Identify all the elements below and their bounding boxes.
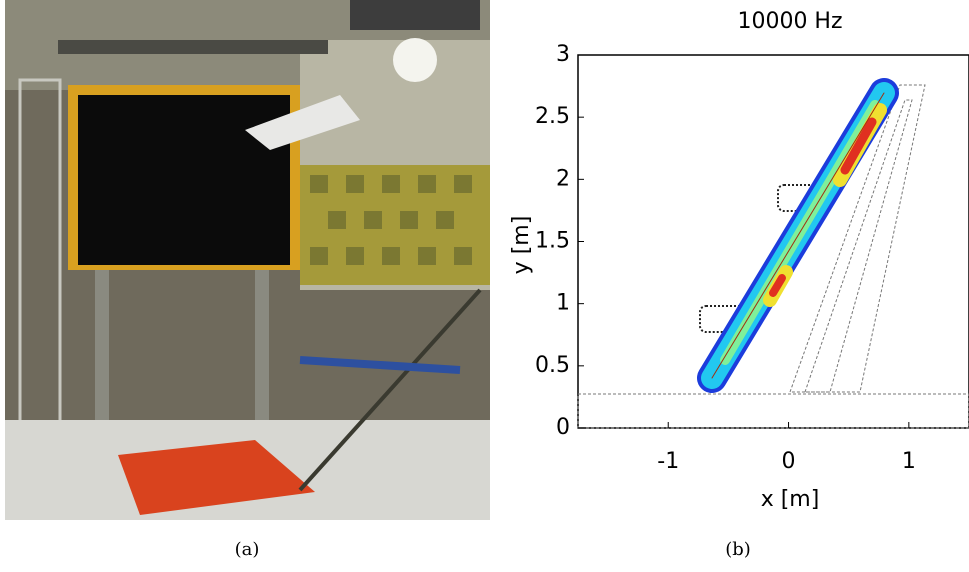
x-axis-label: x [m] [761, 487, 820, 512]
y-tick-label: 2 [556, 166, 570, 191]
chart-title: 10000 Hz [737, 9, 842, 34]
y-tick-label: 3 [556, 42, 570, 67]
y-tick-label: 1.5 [535, 229, 570, 254]
y-tick-label: 1 [556, 291, 570, 316]
x-tick-label: 0 [782, 449, 796, 474]
caption: (a) [235, 539, 260, 560]
y-axis-label: y [m] [509, 216, 534, 275]
y-tick-label: 2.5 [535, 104, 570, 129]
plot-area [578, 55, 969, 428]
caption: (b) [725, 539, 751, 560]
photo [5, 0, 490, 520]
x-tick-label: 1 [902, 449, 916, 474]
page: (a) (b) 10000 Hz x [m] y [m] -1 0 1 0 0.5 1 1.… [0, 0, 969, 568]
y-tick-label: 0.5 [535, 353, 570, 378]
y-tick-label: 0 [556, 415, 570, 440]
x-tick-label: -1 [657, 449, 679, 474]
figure: (a) (b) 10000 Hz x [m] y [m] -1 0 1 0 0.5 1 1.… [0, 0, 969, 568]
